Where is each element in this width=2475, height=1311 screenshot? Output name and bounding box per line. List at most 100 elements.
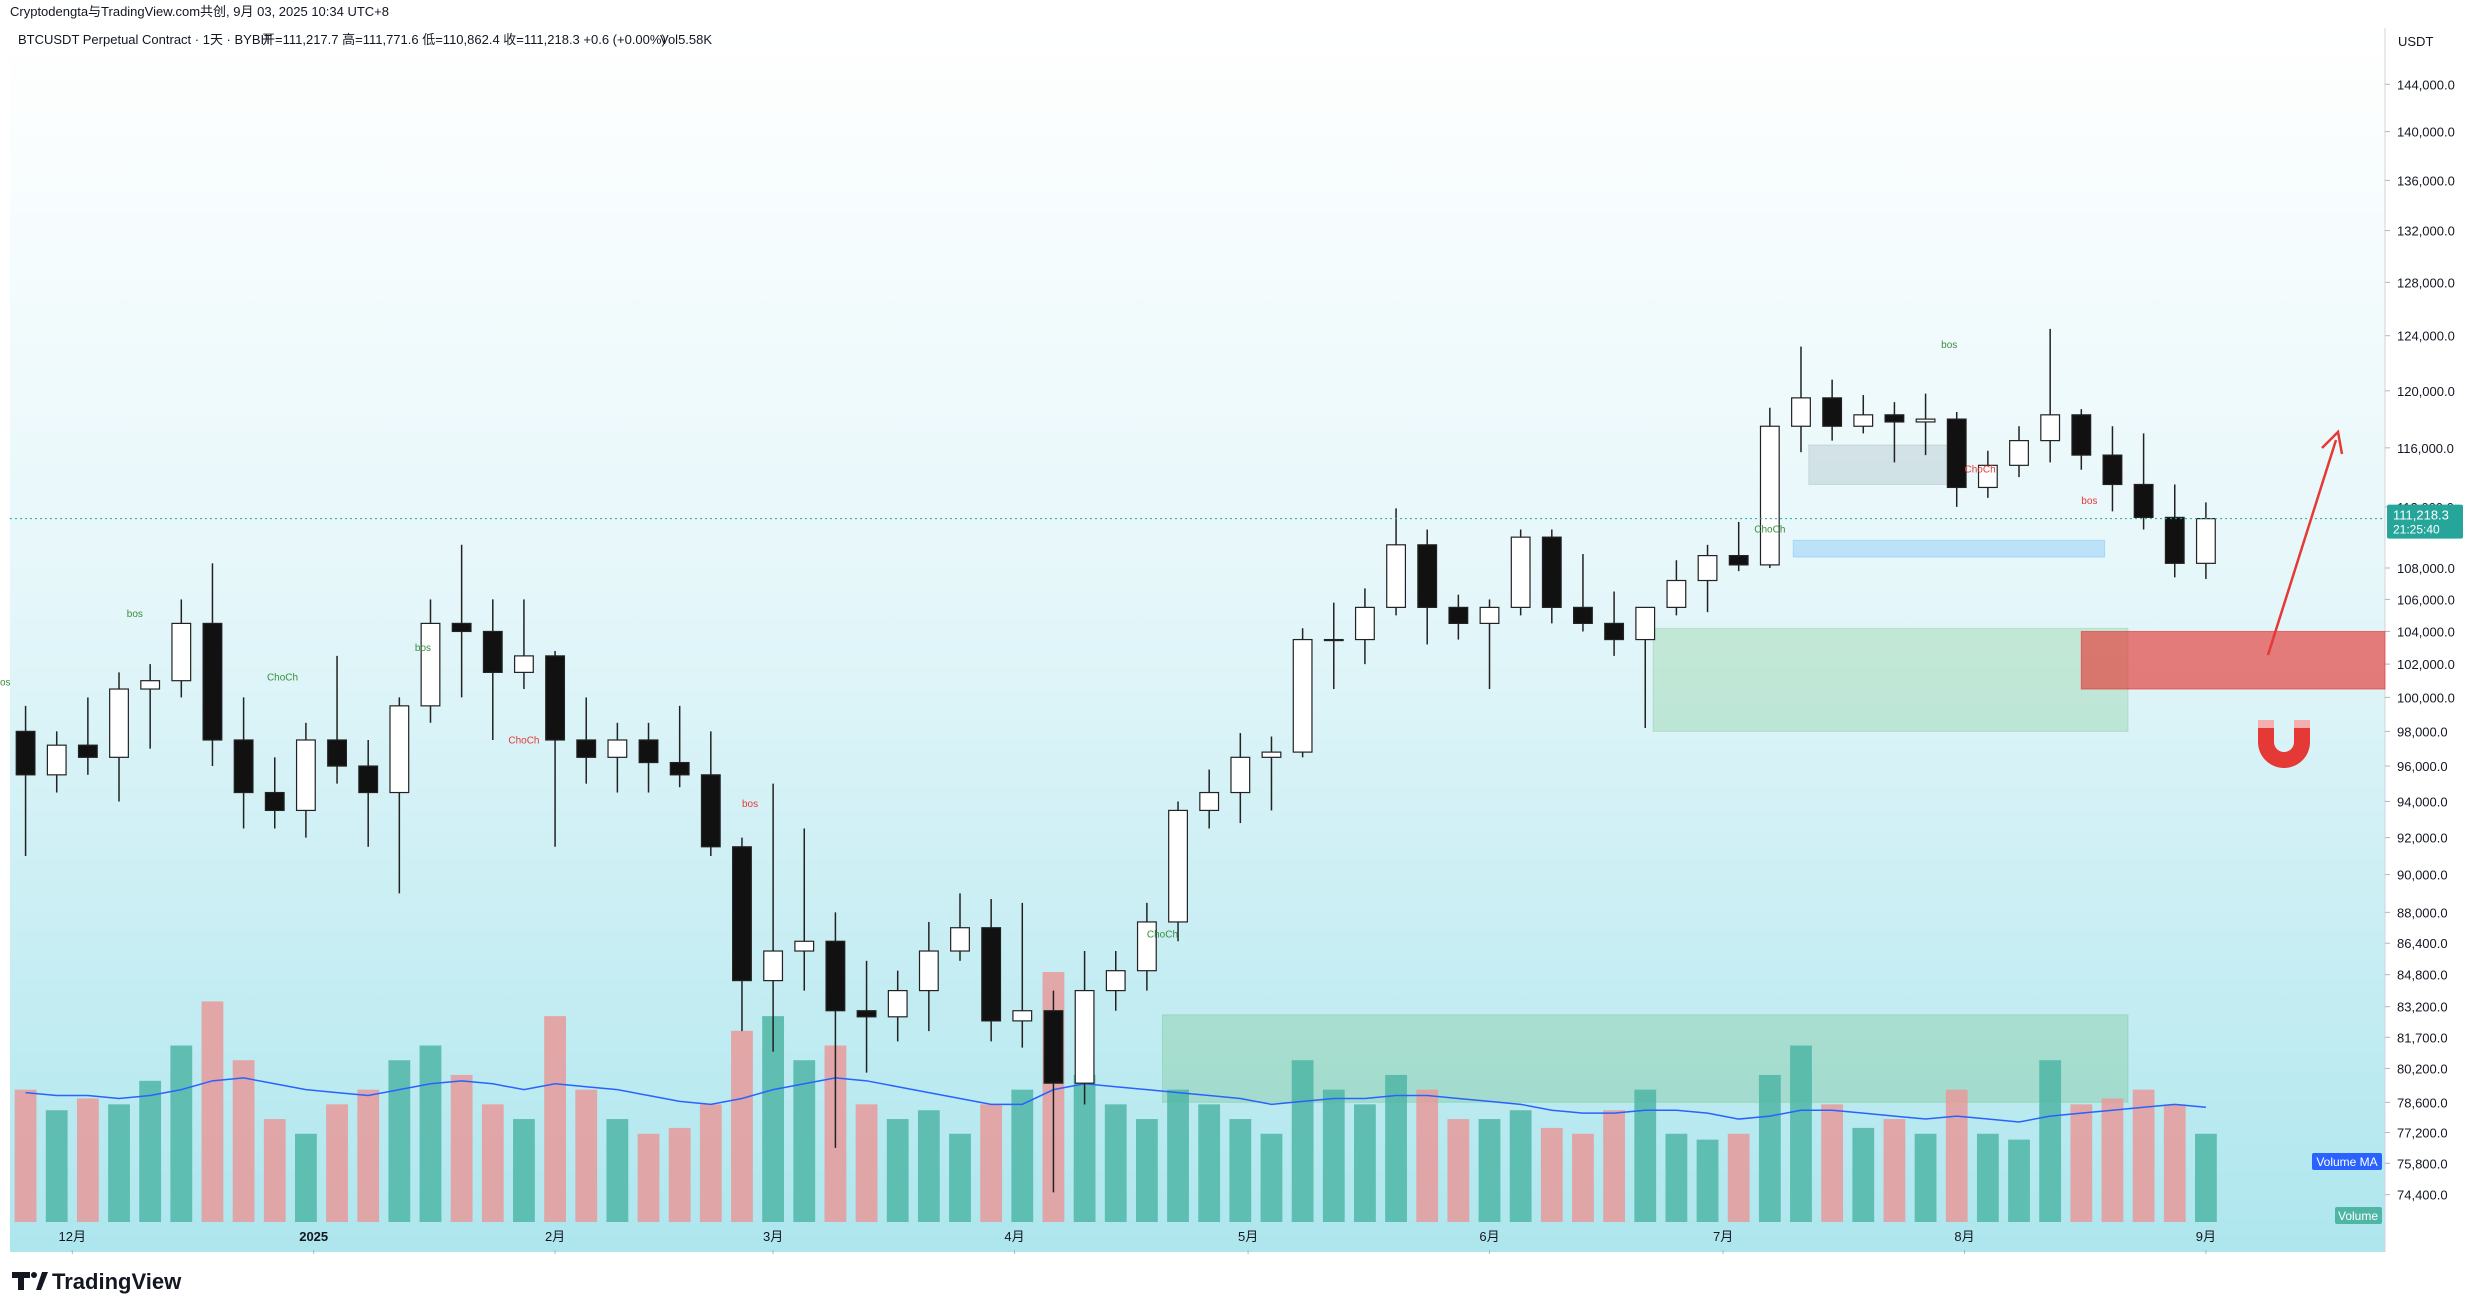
x-tick-label: 8月 (1954, 1229, 1974, 1244)
volume-bar (1821, 1104, 1844, 1222)
volume-bar (1104, 1104, 1127, 1222)
candle-body (732, 846, 752, 982)
candle-body (46, 744, 67, 776)
volume-bar (2163, 1104, 2186, 1222)
zone (1652, 627, 2129, 732)
x-tick-label: 3月 (763, 1229, 783, 1244)
candle-body (420, 622, 441, 707)
y-tick-label: 98,000.0 (2397, 724, 2448, 739)
x-tick-label: 4月 (1004, 1229, 1024, 1244)
x-tick-label: 5月 (1238, 1229, 1258, 1244)
candle-body (2071, 414, 2092, 456)
y-tick-label: 94,000.0 (2397, 794, 2448, 809)
volume-bar (1198, 1104, 1221, 1222)
y-tick-label: 136,000.0 (2397, 173, 2455, 188)
y-tick-label: 84,800.0 (2397, 968, 2448, 983)
annotation: ChoCh (508, 735, 539, 746)
volume-bar (2132, 1089, 2155, 1222)
volume-bar (263, 1119, 286, 1222)
candle-body (1479, 606, 1500, 624)
candle-body (2102, 454, 2123, 486)
volume-bar (1758, 1074, 1781, 1222)
candle-body (1074, 989, 1095, 1084)
volume-bar (2101, 1098, 2124, 1222)
volume-bar (886, 1119, 909, 1222)
volume-bar (1167, 1089, 1189, 1222)
annotation: ChoCh (1754, 525, 1785, 536)
x-tick-label: 6月 (1479, 1229, 1499, 1244)
candle-body (1541, 536, 1562, 608)
y-tick-label: 100,000.0 (2397, 690, 2455, 705)
x-tick-label: 12月 (59, 1229, 86, 1244)
volume-bar (326, 1104, 348, 1222)
candle-body (1261, 751, 1282, 758)
annotation: bos (415, 643, 431, 654)
y-tick-label: 88,000.0 (2397, 905, 2448, 920)
candle-body (669, 761, 690, 776)
y-tick-label: 96,000.0 (2397, 759, 2448, 774)
magnet-tip (2258, 720, 2274, 728)
volume-bar (699, 1104, 722, 1222)
candle-body (607, 739, 628, 758)
candle-body (1604, 622, 1625, 641)
candle-body (1292, 638, 1313, 753)
x-tick-label: 2月 (545, 1229, 565, 1244)
volume-bar (2008, 1139, 2030, 1222)
volume-bar (1509, 1110, 1532, 1222)
volume-bar (1416, 1089, 1439, 1222)
candle-body (763, 950, 784, 982)
y-tick-label: 106,000.0 (2397, 592, 2455, 607)
volume-bar (1229, 1119, 1252, 1222)
arrow (2266, 429, 2344, 656)
volume-bar (980, 1104, 1003, 1222)
annotation: ChoCh (267, 673, 298, 684)
y-tick-label: 132,000.0 (2397, 224, 2455, 239)
brand: TradingView (52, 1269, 182, 1294)
y-tick-label: 78,600.0 (2397, 1095, 2448, 1110)
source-line: Cryptodengta与TradingView.com共创, 9月 03, 2… (10, 4, 389, 19)
candle-body (1822, 397, 1843, 427)
volume-bar (949, 1133, 971, 1222)
magnet-tip (2294, 720, 2310, 728)
volume-bar (108, 1104, 130, 1222)
candle-body (794, 940, 815, 952)
volume-bar (1603, 1110, 1625, 1222)
candle-body (389, 705, 410, 794)
candle-body (358, 765, 379, 794)
candle-body (1136, 921, 1157, 972)
volume-bar (1540, 1127, 1563, 1222)
volume-bar (1914, 1133, 1937, 1222)
volume-bar (575, 1089, 598, 1222)
x-tick-label: 7月 (1713, 1229, 1733, 1244)
plot-background (10, 28, 2385, 1252)
candle-body (1199, 791, 1220, 812)
candle-body (2040, 414, 2061, 442)
volume-bar (668, 1127, 691, 1222)
volume-bar (1291, 1060, 1314, 1222)
candle-body (171, 622, 192, 682)
y-tick-label: 120,000.0 (2397, 384, 2455, 399)
countdown-label: 21:25:40 (2393, 523, 2440, 537)
volume-bar (1073, 1074, 1096, 1222)
candle-body (1012, 1010, 1033, 1022)
volume-bar (731, 1030, 753, 1222)
symbol-line: BTCUSDT Perpetual Contract · 1天 · BYBIT (18, 32, 272, 47)
candle-body (2133, 483, 2154, 518)
candle-body (825, 940, 846, 1012)
last-price-label: 111,218.3 (2393, 508, 2449, 523)
volume-bar (855, 1104, 878, 1222)
candle-body (1168, 809, 1188, 923)
candle-body (1573, 606, 1593, 624)
candle-body (1417, 544, 1438, 608)
annotation: bos (1941, 340, 1957, 351)
candle-body (1977, 464, 1998, 489)
annotation: ChoCh (1965, 465, 1996, 476)
volume-bar (76, 1098, 99, 1222)
volume-bar (2070, 1104, 2093, 1222)
volume-bar (201, 1001, 224, 1222)
y-tick-label: 90,000.0 (2397, 868, 2448, 883)
magnet-icon (2258, 720, 2310, 768)
annotation: bos (0, 678, 11, 689)
volume-bar (45, 1110, 68, 1222)
volume-bar (357, 1089, 380, 1222)
